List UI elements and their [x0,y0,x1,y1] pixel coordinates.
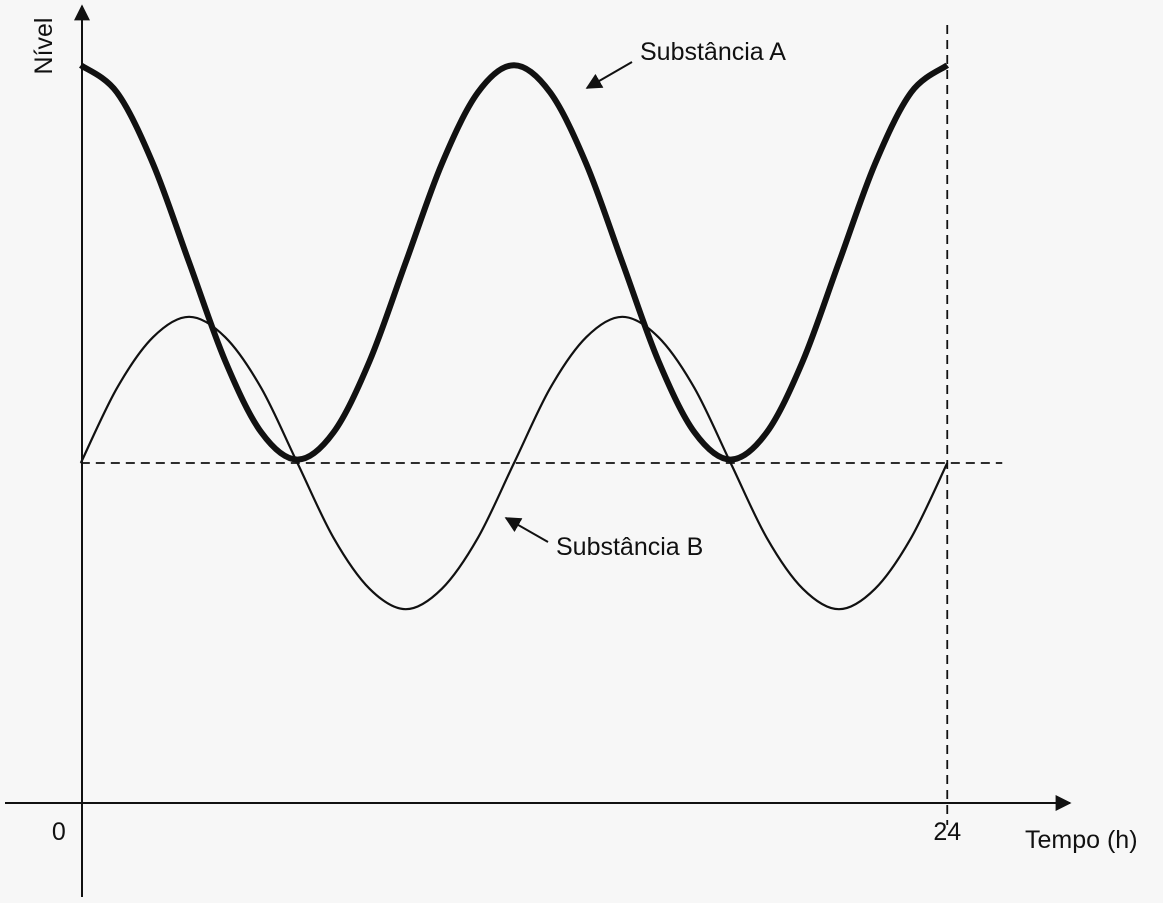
series-label: Substância A [640,38,786,66]
series-line [79,315,949,611]
series-label: Substância B [556,533,703,561]
x-tick-label: 0 [52,818,66,846]
annotation-arrow [504,517,549,543]
y-axis-label: Nível [30,18,58,75]
series-line [79,62,950,463]
x-axis-label: Tempo (h) [1025,826,1138,854]
annotation-arrow [585,61,633,89]
